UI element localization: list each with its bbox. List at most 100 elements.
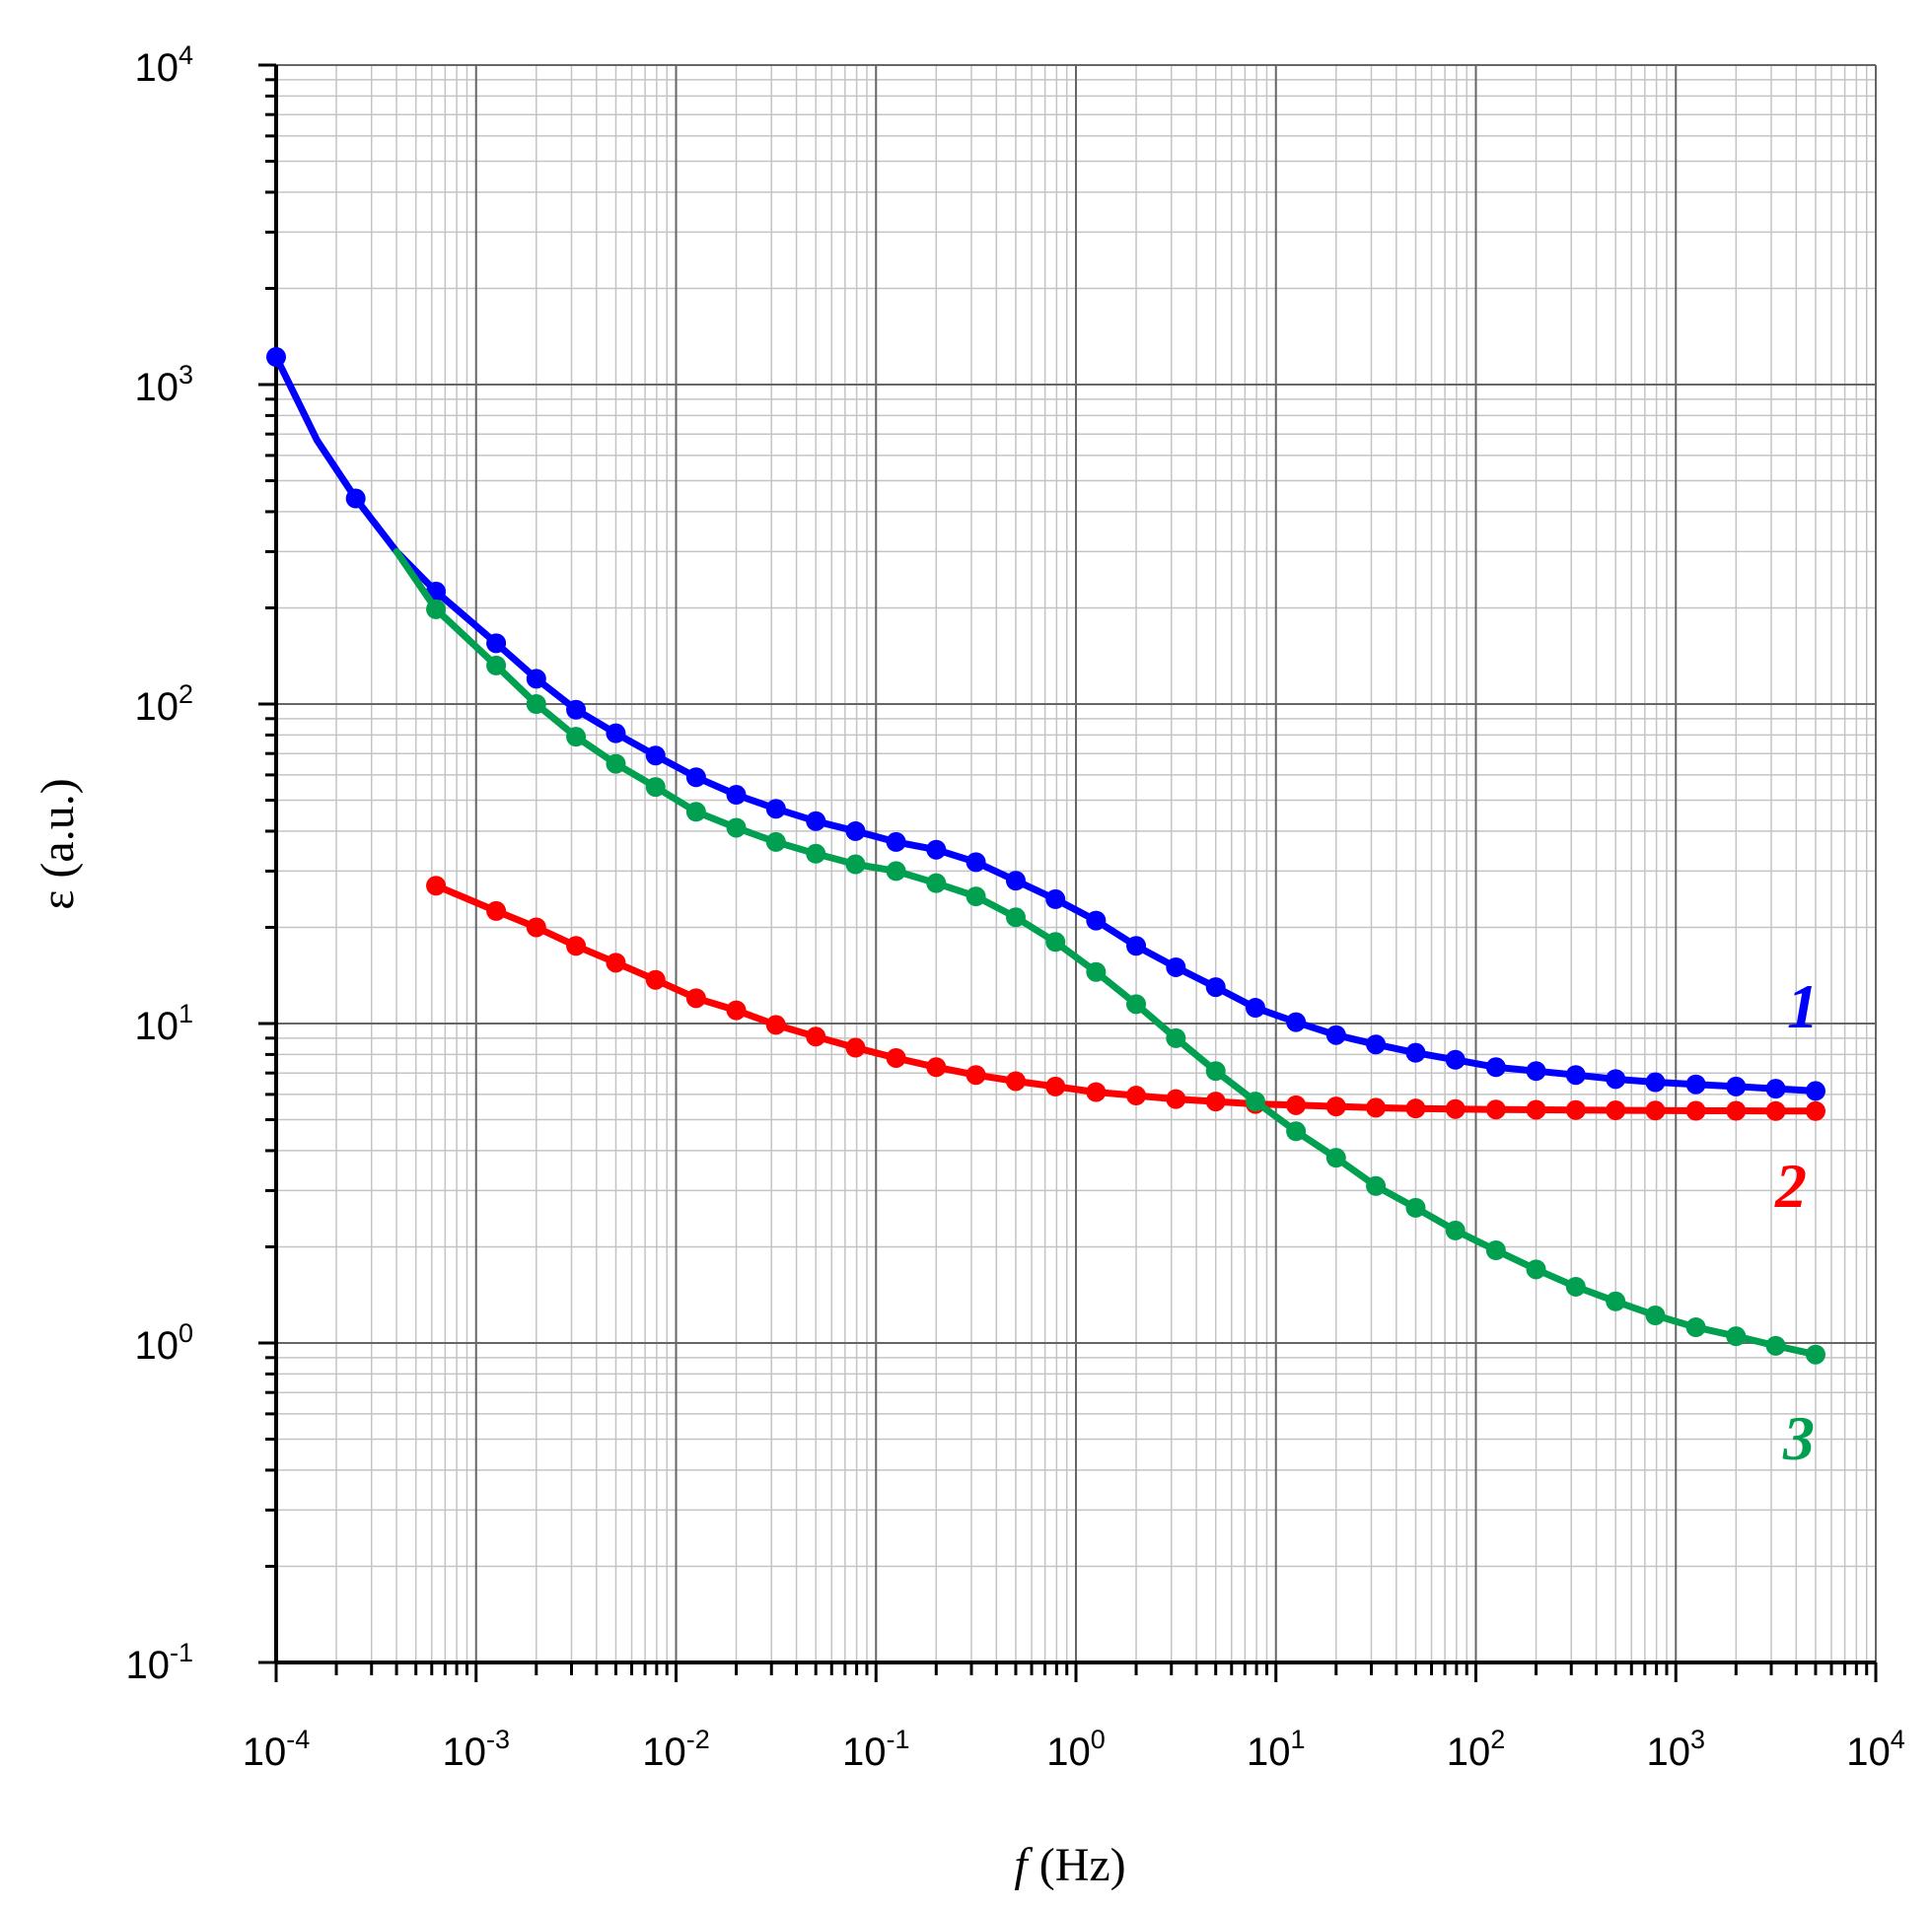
series-3-point bbox=[1805, 1344, 1825, 1365]
series-1-point bbox=[1606, 1069, 1626, 1090]
series-2-point bbox=[1005, 1071, 1026, 1092]
series-1-point bbox=[845, 820, 866, 841]
series-1-point bbox=[886, 831, 906, 852]
series-3-point bbox=[966, 886, 986, 907]
series-3-point bbox=[426, 599, 447, 619]
series-1-point bbox=[1366, 1034, 1387, 1055]
series-2-point bbox=[1325, 1096, 1346, 1117]
series-2-point bbox=[645, 969, 666, 990]
series-3-point bbox=[1445, 1220, 1466, 1240]
series-2-point bbox=[966, 1065, 986, 1086]
series-2-point bbox=[1166, 1089, 1186, 1109]
series-3-point bbox=[926, 873, 947, 893]
series-2-point bbox=[1805, 1100, 1825, 1121]
series-1-point bbox=[645, 745, 666, 766]
y-axis-title: ε (a.u.) bbox=[32, 778, 84, 909]
y-tick-label: 10-1 bbox=[125, 1638, 193, 1687]
series-3-point bbox=[1565, 1276, 1586, 1297]
series-1-point bbox=[726, 785, 747, 806]
series-2-point bbox=[845, 1037, 866, 1058]
series-2-point bbox=[1606, 1100, 1626, 1121]
series-1-point bbox=[1086, 910, 1107, 931]
series-2-point bbox=[1565, 1099, 1586, 1120]
series-2-point bbox=[1286, 1095, 1307, 1115]
x-tick-label: 100 bbox=[1046, 1725, 1106, 1774]
series-2-label: 2 bbox=[1774, 1151, 1807, 1221]
series-1-point bbox=[606, 723, 626, 743]
y-tick-label: 103 bbox=[134, 360, 193, 409]
series-3-point bbox=[1366, 1175, 1387, 1196]
series-3-point bbox=[1205, 1061, 1226, 1082]
series-2-point bbox=[1445, 1098, 1466, 1119]
series-3-point bbox=[1286, 1121, 1307, 1142]
series-1-point bbox=[1645, 1072, 1666, 1093]
series-2-point bbox=[926, 1057, 947, 1078]
x-tick-label: 101 bbox=[1247, 1725, 1306, 1774]
series-3-point bbox=[1405, 1197, 1426, 1218]
x-tick-labels: 10-4 10-3 10-2 10-1 100 101 102 103 104 bbox=[243, 1725, 1905, 1774]
series-3-point bbox=[1726, 1326, 1747, 1347]
series-3-point bbox=[1126, 994, 1147, 1015]
series-2-point bbox=[726, 1000, 747, 1021]
x-tick-label: 10-3 bbox=[442, 1725, 510, 1774]
series-3-point bbox=[486, 655, 507, 675]
series-1-point bbox=[526, 669, 546, 689]
y-tick-label: 102 bbox=[134, 679, 193, 729]
series-1-label: 1 bbox=[1787, 971, 1819, 1041]
series-1-point bbox=[1805, 1081, 1825, 1101]
series-3-label: 3 bbox=[1782, 1403, 1815, 1473]
series-3-point bbox=[1685, 1317, 1706, 1338]
series-2-point bbox=[765, 1015, 786, 1035]
series-1-point bbox=[1726, 1076, 1747, 1096]
series-2-point bbox=[886, 1047, 906, 1068]
major-gridlines bbox=[276, 64, 1877, 1662]
series-1-point bbox=[1526, 1061, 1546, 1082]
series-1-point bbox=[1405, 1042, 1426, 1063]
series-2-point bbox=[566, 936, 587, 956]
series-1-point bbox=[566, 699, 587, 720]
y-tick-labels: 10-1 100 101 102 103 104 bbox=[125, 40, 193, 1687]
series-2-point bbox=[1526, 1099, 1546, 1120]
series-2-point bbox=[685, 988, 706, 1009]
series-2-point bbox=[486, 900, 507, 921]
series-1-point bbox=[1765, 1079, 1786, 1099]
series-2-point bbox=[1645, 1100, 1666, 1121]
series-3-point bbox=[1325, 1148, 1346, 1168]
series-1-point bbox=[685, 767, 706, 788]
series-3-point bbox=[526, 694, 546, 714]
data-series bbox=[266, 347, 1825, 1365]
series-3-point bbox=[606, 753, 626, 774]
series-1-line bbox=[272, 353, 1820, 1095]
series-3-point bbox=[1606, 1291, 1626, 1311]
series-1-point bbox=[345, 488, 366, 509]
series-2-point bbox=[1726, 1100, 1747, 1121]
series-labels: 1 2 3 bbox=[1774, 971, 1819, 1473]
series-1-point bbox=[1325, 1025, 1346, 1045]
series-2-point bbox=[606, 953, 626, 973]
axis-tick-marks bbox=[258, 63, 1878, 1682]
series-2-point bbox=[1045, 1076, 1066, 1096]
series-3-point bbox=[1765, 1335, 1786, 1356]
series-3-point bbox=[1005, 907, 1026, 928]
series-2-point bbox=[1086, 1082, 1107, 1102]
series-2-point bbox=[1126, 1086, 1147, 1106]
series-2-point bbox=[1205, 1092, 1226, 1112]
series-1-point bbox=[1126, 936, 1147, 956]
series-1-point bbox=[806, 811, 826, 831]
x-tick-label: 10-2 bbox=[642, 1725, 710, 1774]
x-axis-title: f (Hz) bbox=[1014, 1839, 1125, 1891]
series-1-point bbox=[966, 852, 986, 873]
x-tick-label: 102 bbox=[1447, 1725, 1506, 1774]
series-1-point bbox=[266, 347, 286, 368]
series-3-point bbox=[845, 854, 866, 875]
series-1-point bbox=[1205, 977, 1226, 998]
series-1-point bbox=[1166, 956, 1186, 977]
x-tick-label: 104 bbox=[1846, 1725, 1905, 1774]
series-3-point bbox=[1245, 1092, 1265, 1112]
series-3-point bbox=[1645, 1306, 1666, 1326]
y-tick-label: 104 bbox=[134, 40, 193, 90]
series-1-point bbox=[1565, 1065, 1586, 1086]
series-2-point bbox=[1485, 1099, 1506, 1120]
series-1-point bbox=[1005, 871, 1026, 891]
series-1-point bbox=[1485, 1057, 1506, 1078]
